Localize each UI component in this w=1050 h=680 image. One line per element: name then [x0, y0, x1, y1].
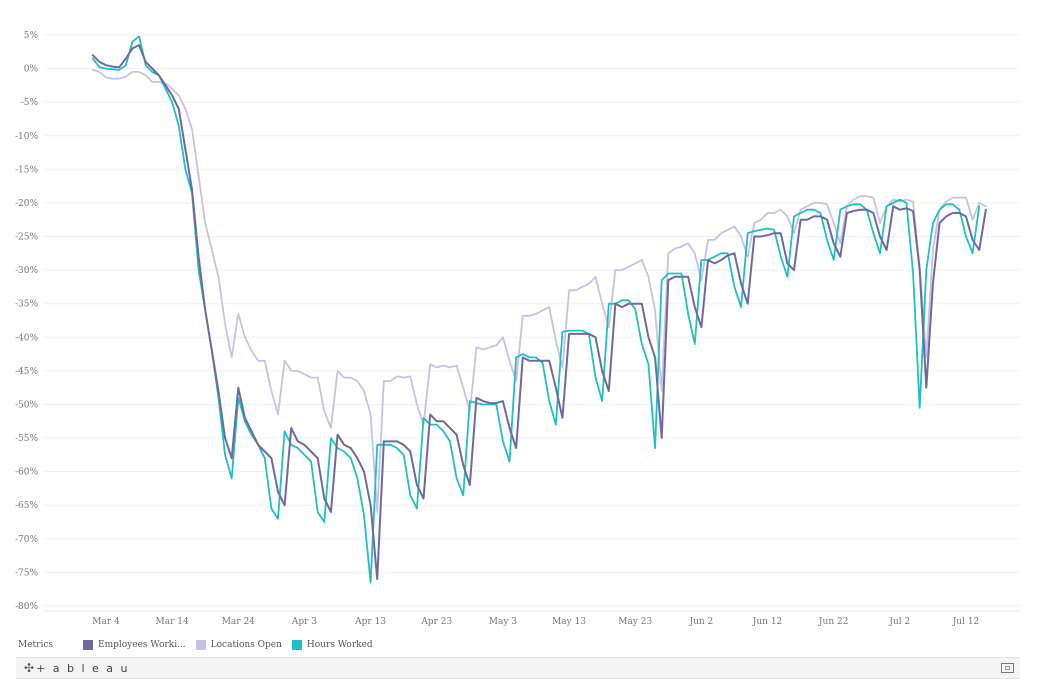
legend: Metrics Employees Worki... Locations Ope…	[18, 638, 383, 652]
y-tick-label: -65%	[15, 501, 38, 511]
x-tick-label: Apr 23	[420, 617, 452, 627]
y-tick-label: -20%	[15, 199, 38, 209]
x-tick-label: Jun 12	[752, 617, 783, 627]
x-tick-label: May 3	[489, 617, 518, 627]
y-tick-label: 5%	[24, 31, 39, 41]
x-tick-label: Mar 4	[92, 617, 120, 627]
x-tick-label: Jun 2	[688, 617, 713, 627]
y-tick-label: -40%	[15, 333, 38, 343]
x-tick-label: Jul 2	[888, 617, 910, 627]
y-tick-label: -60%	[15, 468, 38, 478]
chart-svg: 5% 0% -5% -10% -15% -20% -25% -30% -35% -40% -45% -…	[15, 31, 1020, 627]
x-tick-label: May 23	[618, 617, 652, 627]
legend-item-employees[interactable]: Employees Worki...	[83, 640, 186, 650]
x-tick-label: Mar 14	[156, 617, 189, 627]
legend-label-locations: Locations Open	[210, 640, 282, 650]
line-chart: 5% 0% -5% -10% -15% -20% -25% -30% -35% -40% -45% -…	[15, 31, 1020, 627]
legend-swatch-hours	[291, 640, 302, 650]
y-tick-label: -50%	[15, 400, 38, 410]
legend-title: Metrics	[18, 640, 53, 650]
y-tick-label: -75%	[15, 568, 38, 578]
y-tick-label: -25%	[15, 233, 38, 243]
tableau-wordmark: + a b l e a u	[36, 661, 130, 675]
y-tick-label: -15%	[15, 165, 38, 175]
legend-label-employees: Employees Worki...	[98, 640, 186, 650]
legend-item-locations[interactable]: Locations Open	[195, 640, 282, 650]
x-tick-label: Jun 22	[818, 617, 849, 627]
tableau-logo[interactable]: ✣ + a b l e a u	[24, 661, 130, 675]
y-tick-label: -55%	[15, 434, 38, 444]
x-tick-label: Apr 13	[354, 617, 386, 627]
tableau-footer: ✣ + a b l e a u	[16, 657, 1020, 679]
y-tick-label: -30%	[15, 266, 38, 276]
fullscreen-icon[interactable]	[1001, 663, 1014, 673]
x-tick-label: Mar 24	[222, 617, 255, 627]
tableau-logo-icon: ✣	[24, 661, 35, 675]
y-tick-label: -70%	[15, 535, 38, 545]
legend-item-hours[interactable]: Hours Worked	[291, 640, 373, 650]
y-tick-label: -45%	[15, 367, 38, 377]
legend-swatch-employees	[83, 640, 93, 650]
series-line-hours	[91, 35, 981, 584]
x-tick-label: Apr 3	[291, 617, 317, 627]
y-tick-label: -10%	[15, 132, 38, 142]
legend-swatch-locations	[195, 640, 206, 650]
y-tick-label: -80%	[15, 602, 38, 612]
y-tick-label: 0%	[24, 65, 39, 75]
x-tick-label: May 13	[552, 617, 586, 627]
legend-label-hours: Hours Worked	[306, 640, 373, 650]
x-tick-label: Jul 12	[952, 617, 980, 627]
y-tick-label: -35%	[15, 300, 38, 310]
series-line-employees	[91, 44, 987, 581]
y-tick-label: -5%	[21, 98, 39, 108]
